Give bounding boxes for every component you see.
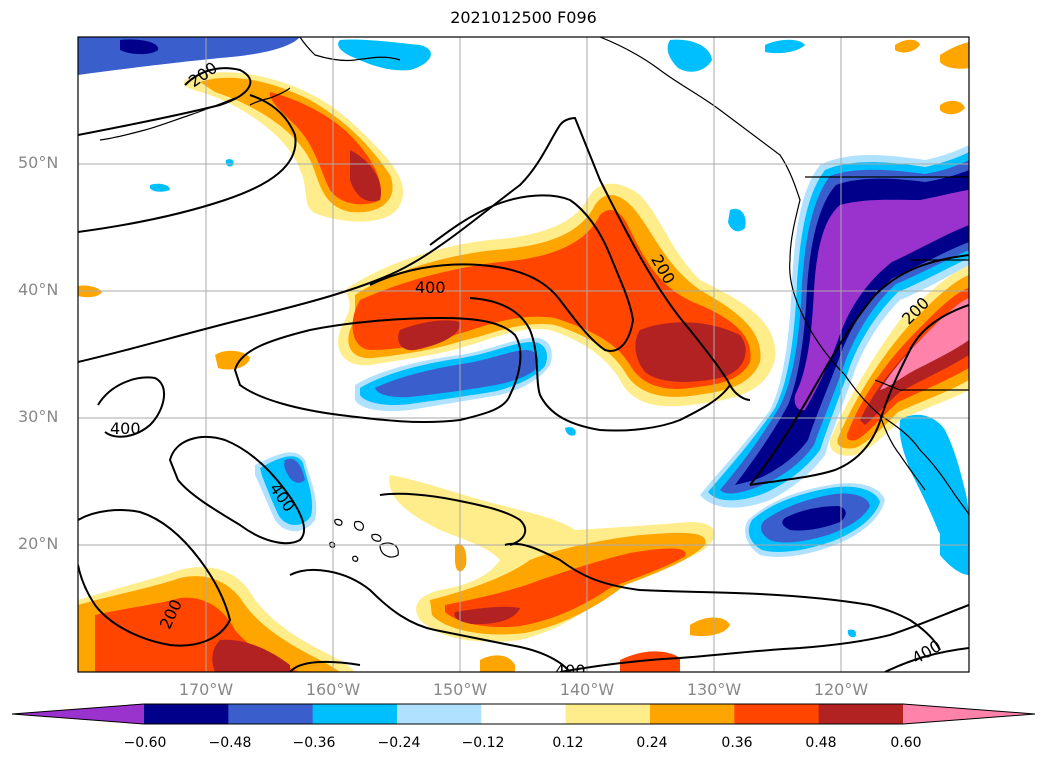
lat-label-20n: 20°N [18,534,59,553]
colorbar-tick-label: 0.12 [552,735,584,751]
colorbar-tick-label: 0.60 [890,735,922,751]
lon-label-160w: 160°W [305,680,361,699]
colorbar-tick-label: −0.60 [123,735,167,751]
contour-lines [78,67,969,672]
lat-label-30n: 30°N [18,407,59,426]
lon-label-120w: 120°W [813,680,869,699]
map-plot-area: 200 400 400 200 400 200 400 200 400 [78,37,969,680]
map-title: 2021012500 F096 [450,8,597,27]
colorbar-tick-label: −0.12 [461,735,505,751]
lat-label-40n: 40°N [18,280,59,299]
graticule [78,37,969,672]
colorbar-tick-label: 0.24 [636,735,668,751]
positive-shading [78,39,969,672]
contour-label: 400 [555,661,586,680]
colorbar-tick-label: 0.36 [721,735,753,751]
colorbar-tick-label: −0.36 [292,735,336,751]
negative-shading [78,37,969,638]
colorbar-tick-label: −0.48 [208,735,252,751]
colorbar-tick-label: −0.24 [377,735,421,751]
lon-label-130w: 130°W [686,680,742,699]
lon-label-170w: 170°W [178,680,234,699]
lat-label-50n: 50°N [18,153,59,172]
contour-label: 400 [110,419,141,438]
colorbar-tick-label: 0.48 [805,735,837,751]
map-frame [77,36,970,673]
contour-label: 400 [415,278,446,297]
lon-label-150w: 150°W [432,680,488,699]
lon-label-140w: 140°W [559,680,615,699]
